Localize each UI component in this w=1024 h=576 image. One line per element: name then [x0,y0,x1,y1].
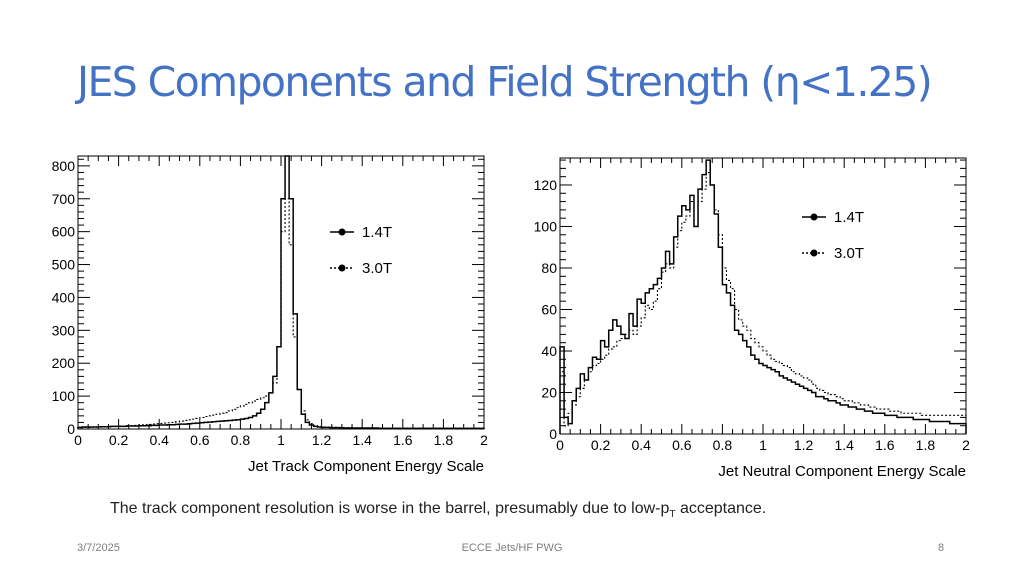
neutral-y-tick-label: 120 [534,177,558,193]
neutral-y-tick-label: 40 [541,343,557,359]
track-y-tick-label: 100 [52,388,76,404]
track-series-14T-line [77,155,485,430]
track-legend-marker [338,264,346,272]
track-x-tick-label: 0.4 [149,432,169,448]
track-x-tick-label: 1.2 [312,432,332,448]
neutral-x-tick-label: 1.8 [916,437,936,453]
track-x-axis-label: Jet Track Component Energy Scale [248,458,484,475]
neutral-legend-marker [810,249,818,257]
neutral-series-30T-line [559,171,967,434]
track-y-tick-label: 200 [52,355,76,371]
neutral-x-tick-label: 2 [962,437,970,453]
track-x-tick-label: 1.6 [393,432,413,448]
track-x-tick-label: 1.8 [434,432,454,448]
neutral-y-tick-label: 20 [541,384,557,400]
caption-text-end: acceptance. [675,500,767,517]
track-x-tick-label: 0 [74,432,82,448]
neutral-x-axis-label: Jet Neutral Component Energy Scale [718,463,966,480]
neutral-plot-frame [559,157,967,435]
neutral-x-tick-label: 1.6 [875,437,895,453]
neutral-y-tick-label: 100 [534,218,558,234]
track-y-tick-label: 0 [67,421,75,437]
slide-title: JES Components and Field Strength (η<1.2… [77,58,933,106]
neutral-x-tick-label: 0.4 [631,437,651,453]
track-y-tick-label: 800 [52,158,76,174]
neutral-y-tick-label: 0 [549,426,557,442]
footer-date: 3/7/2025 [77,542,120,554]
neutral-component-histogram: 0 0.2 0.4 0.6 0.8 1 1.2 1.4 1.6 1.8 20204060801001… [534,157,970,480]
track-x-tick-label: 0.6 [190,432,210,448]
track-x-tick-label: 2 [480,432,488,448]
track-y-tick-label: 600 [52,224,76,240]
track-x-tick-label: 0.8 [231,432,251,448]
track-x-tick-label: 1.4 [352,432,372,448]
track-legend-label: 3.0T [362,260,392,277]
track-component-histogram: 0 0.2 0.4 0.6 0.8 1 1.2 1.4 1.6 1.8 2 0 100 200 300 400… [52,155,488,475]
slide-caption: The track component resolution is worse … [110,500,766,520]
neutral-x-tick-label: 0.6 [672,437,692,453]
neutral-x-tick-label: 1.2 [794,437,814,453]
caption-text: The track component resolution is worse … [110,500,670,517]
track-x-tick-label: 0.2 [109,432,129,448]
track-legend-marker [338,228,346,236]
neutral-x-tick-label: 1.4 [834,437,854,453]
neutral-x-tick-label: 0.8 [713,437,733,453]
neutral-series-14T-line [559,159,967,434]
footer-center-text: ECCE Jets/HF PWG [461,542,563,554]
neutral-x-tick-label: 1 [759,437,767,453]
neutral-x-tick-label: 0.2 [591,437,611,453]
neutral-legend-marker [810,213,818,221]
track-series-30T-line [77,198,485,429]
caption-subscript: T [669,509,676,521]
track-legend-label: 1.4T [362,224,392,241]
track-y-tick-label: 700 [52,191,76,207]
track-x-tick-label: 1 [277,432,285,448]
track-y-tick-label: 300 [52,322,76,338]
neutral-legend-label: 3.0T [834,245,864,262]
neutral-legend-label: 1.4T [834,209,864,226]
track-y-tick-label: 400 [52,289,76,305]
neutral-x-tick-label: 0 [556,437,564,453]
neutral-y-tick-label: 60 [541,301,557,317]
neutral-y-tick-label: 80 [541,260,557,276]
track-y-tick-label: 500 [52,257,76,273]
footer-page-number: 8 [938,542,945,554]
